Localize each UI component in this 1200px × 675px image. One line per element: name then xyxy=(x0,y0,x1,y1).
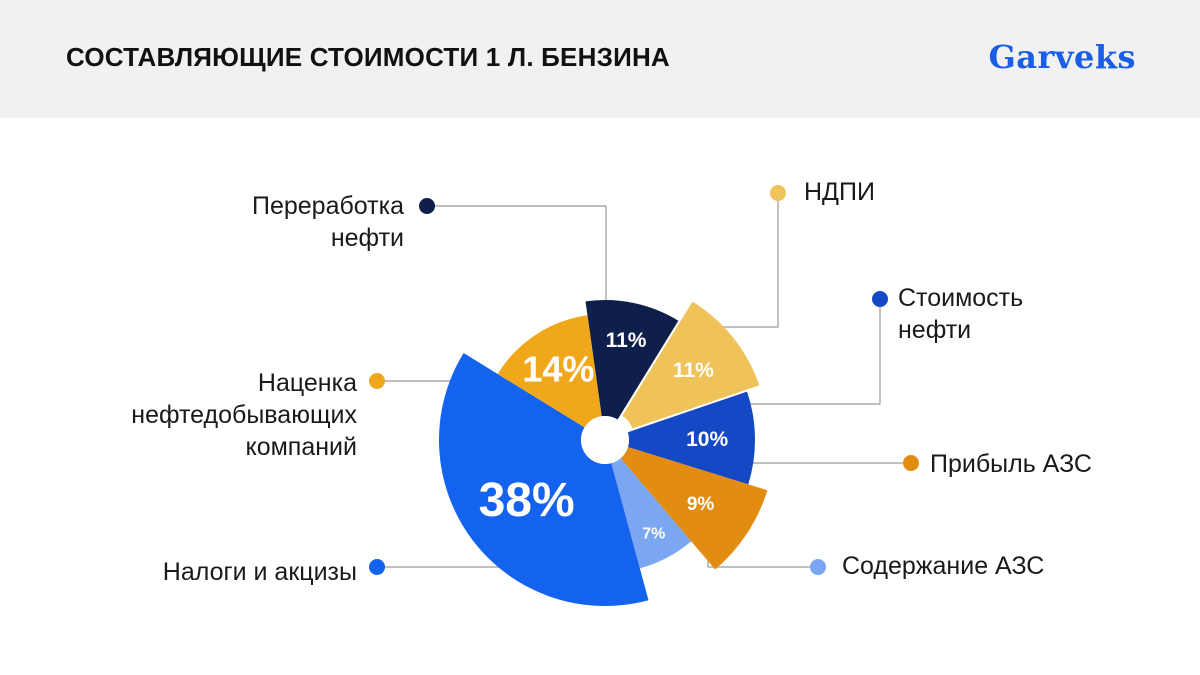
legend-dot-5 xyxy=(369,559,385,575)
pie-slice-1 xyxy=(622,301,760,429)
slice-percent-label-3: 9% xyxy=(687,494,715,515)
page-title: СОСТАВЛЯЮЩИЕ СТОИМОСТИ 1 Л. БЕНЗИНА xyxy=(66,42,670,72)
pie-slice-4 xyxy=(611,458,692,569)
label-stoimost-nefti: Стоимость нефти xyxy=(898,284,1024,344)
legend-dot-2 xyxy=(872,291,888,307)
label-nalogi: Налоги и акцизы xyxy=(162,558,357,586)
pie-slice-3 xyxy=(620,447,768,570)
pie-slice-2 xyxy=(627,391,755,485)
legend-dot-1 xyxy=(770,185,786,201)
legend-dot-3 xyxy=(903,455,919,471)
slice-percent-label-5: 38% xyxy=(479,474,575,527)
leader-line-2 xyxy=(738,299,881,405)
slice-percent-label-6: 14% xyxy=(522,349,594,390)
label-pribyl-azs: Прибыль АЗС xyxy=(930,450,1092,478)
label-nacenka: Наценка нефтедобывающих компаний xyxy=(131,369,357,461)
pie-center-hole xyxy=(581,416,629,464)
leader-line-0 xyxy=(427,205,607,308)
label-ndpi: НДПИ xyxy=(804,178,875,206)
pie-slice-0 xyxy=(585,299,679,420)
slice-percent-label-2: 10% xyxy=(686,428,728,451)
brand-logo: Garveks xyxy=(988,38,1136,76)
slice-percent-label-0: 11% xyxy=(606,329,647,352)
legend-dot-6 xyxy=(369,373,385,389)
label-pererabotka: Переработка нефти xyxy=(251,192,404,252)
pie-slice-5 xyxy=(439,353,649,606)
legend-dot-0 xyxy=(419,198,435,214)
header-bar: СОСТАВЛЯЮЩИЕ СТОИМОСТИ 1 Л. БЕНЗИНА Garv… xyxy=(0,0,1200,118)
slice-percent-label-1: 11% xyxy=(673,359,714,382)
label-soderzhanie-azs: Содержание АЗС xyxy=(842,552,1045,580)
pie-slice-6 xyxy=(497,315,602,428)
legend-dot-4 xyxy=(810,559,826,575)
slice-percent-label-4: 7% xyxy=(642,525,665,542)
leader-line-1 xyxy=(718,193,779,328)
